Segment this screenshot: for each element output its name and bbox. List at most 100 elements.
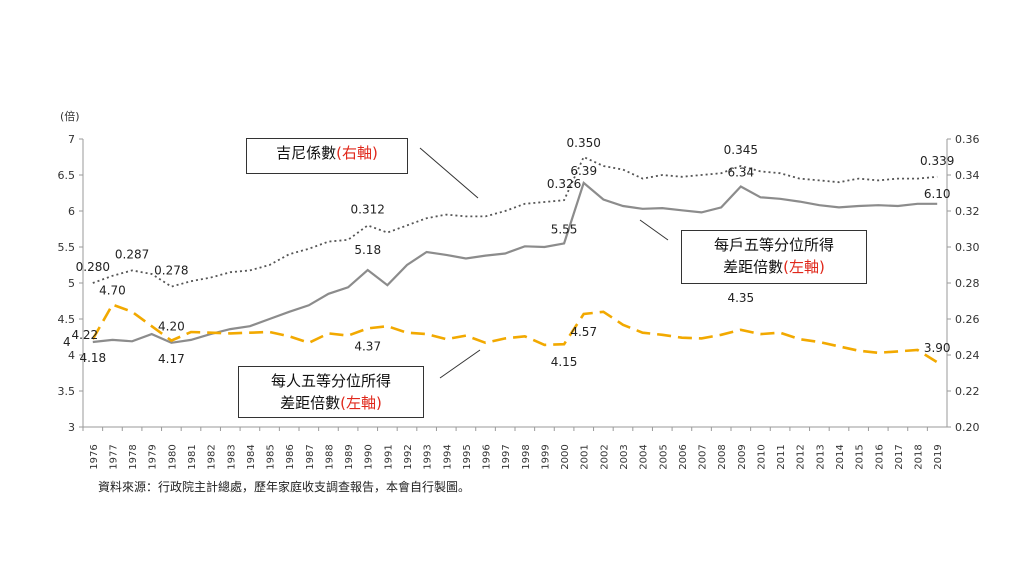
x-axis-tick-label: 2006 (678, 444, 689, 469)
series-line-2 (91, 303, 938, 364)
x-axis-tick-label: 2000 (560, 444, 571, 469)
data-label: 0.345 (724, 143, 758, 157)
extra-tick-label: 4 (63, 335, 71, 349)
x-axis-tick-label: 1991 (383, 444, 394, 469)
x-axis-tick-label: 2018 (914, 444, 925, 469)
x-axis-tick-label: 2012 (796, 444, 807, 469)
data-label: 4.17 (158, 352, 185, 366)
x-axis-tick-label: 1977 (108, 444, 119, 469)
household-leader-line (639, 219, 669, 241)
data-label: 4.15 (551, 355, 578, 369)
data-label: 5.18 (354, 243, 381, 257)
source-note: 資料來源：行政院主計總處，歷年家庭收支調查報告，本會自行製圖。 (98, 480, 471, 494)
x-axis-tick-label: 1978 (128, 444, 139, 469)
x-axis-tick-label: 2008 (717, 444, 728, 469)
data-label: 0.280 (76, 260, 110, 274)
right-axis-tick-label: 0.20 (955, 421, 980, 434)
x-axis-tick-label: 2005 (658, 444, 669, 469)
x-axis-tick-label: 1985 (266, 444, 277, 469)
right-axis-tick-label: 0.32 (955, 205, 980, 218)
series-line-1 (92, 181, 938, 344)
x-axis-tick-label: 2011 (776, 444, 787, 469)
person-callout-line1: 每人五等分位所得 (270, 372, 391, 390)
data-label: 4.57 (570, 325, 597, 339)
left-axis-tick-label: 3.5 (58, 385, 76, 398)
x-axis-tick-label: 1995 (462, 444, 473, 469)
data-label: 0.339 (920, 154, 954, 168)
x-axis-tick-label: 1983 (226, 444, 237, 469)
data-label: 6.39 (570, 164, 597, 178)
data-label: 4.22 (71, 328, 98, 342)
left-axis-tick-label: 6 (68, 205, 75, 218)
data-label: 0.278 (154, 264, 188, 278)
x-axis-tick-label: 1992 (403, 444, 414, 469)
x-axis-tick-label: 1987 (305, 444, 316, 469)
x-axis-tick-label: 2016 (874, 444, 885, 469)
right-axis-tick-label: 0.22 (955, 385, 980, 398)
right-axis-tick-label: 0.34 (955, 169, 980, 182)
right-axis-tick-label: 0.30 (955, 241, 980, 254)
household-callout-line1: 每戶五等分位所得 (713, 236, 834, 254)
x-axis-tick-label: 2010 (756, 444, 767, 469)
data-label: 0.326 (547, 177, 581, 191)
x-axis-tick-label: 1996 (482, 444, 493, 469)
household-callout-axis: (左軸) (783, 258, 825, 276)
x-axis-tick-label: 1976 (89, 444, 100, 469)
x-axis-tick-label: 1998 (521, 444, 532, 469)
left-axis-tick-label: 5 (68, 277, 75, 290)
data-label: 0.350 (567, 136, 601, 150)
left-axis-tick-label: 4.5 (58, 313, 76, 326)
left-axis-tick-label: 4 (68, 349, 75, 362)
left-axis-tick-label: 6.5 (58, 169, 76, 182)
x-axis-tick-label: 1999 (540, 444, 551, 469)
household-callout: 每戶五等分位所得 差距倍數(左軸) (681, 230, 867, 284)
data-label: 4.18 (79, 351, 106, 365)
data-label: 4.20 (158, 320, 185, 334)
data-label: 4.35 (727, 291, 754, 305)
x-axis-tick-label: 1980 (167, 444, 178, 469)
x-axis-tick-label: 1989 (344, 444, 355, 469)
series-line-0 (92, 155, 938, 288)
left-axis-tick-label: 5.5 (58, 241, 76, 254)
person-callout-line2: 差距倍數 (280, 394, 341, 412)
x-axis-tick-label: 1988 (324, 444, 335, 469)
person-leader-line (439, 349, 481, 379)
data-label: 3.90 (924, 341, 951, 355)
gini-callout: 吉尼係數(右軸) (246, 138, 408, 174)
x-axis-tick-label: 2004 (639, 444, 650, 469)
x-axis-tick-label: 2014 (835, 444, 846, 469)
x-axis-tick-label: 2019 (933, 444, 944, 469)
x-axis-tick-label: 2001 (580, 444, 591, 469)
right-axis-tick-label: 0.24 (955, 349, 980, 362)
data-label: 6.34 (727, 166, 754, 180)
household-callout-line2: 差距倍數 (723, 258, 784, 276)
data-label: 4.70 (99, 284, 126, 298)
gini-leader-line (419, 147, 479, 199)
x-axis-tick-label: 1984 (246, 444, 257, 469)
x-axis-tick-label: 2013 (815, 444, 826, 469)
x-axis-tick-label: 2017 (894, 444, 905, 469)
left-axis-tick-label: 7 (68, 133, 75, 146)
left-axis-unit-label: (倍) (60, 109, 80, 123)
x-axis-tick-label: 1997 (501, 444, 512, 469)
x-axis-tick-label: 2003 (619, 444, 630, 469)
x-axis-tick-label: 1986 (285, 444, 296, 469)
data-label: 5.55 (551, 222, 578, 236)
x-axis-tick-label: 1993 (423, 444, 434, 469)
x-axis-tick-label: 1981 (187, 444, 198, 469)
x-axis-tick-label: 1990 (364, 444, 375, 469)
x-axis-tick-label: 2009 (737, 444, 748, 469)
data-label: 6.10 (924, 187, 951, 201)
x-axis-tick-label: 1979 (148, 444, 159, 469)
gini-callout-axis: (右軸) (336, 144, 378, 162)
data-label: 4.37 (354, 339, 381, 353)
person-callout: 每人五等分位所得 差距倍數(左軸) (238, 366, 424, 418)
x-axis-tick-label: 2007 (698, 444, 709, 469)
gini-callout-text: 吉尼係數 (276, 144, 337, 162)
x-axis-tick-label: 2002 (599, 444, 610, 469)
x-axis-tick-label: 1994 (442, 444, 453, 469)
x-axis-tick-label: 1982 (207, 444, 218, 469)
person-callout-axis: (左軸) (340, 394, 382, 412)
data-label: 0.287 (115, 247, 149, 261)
